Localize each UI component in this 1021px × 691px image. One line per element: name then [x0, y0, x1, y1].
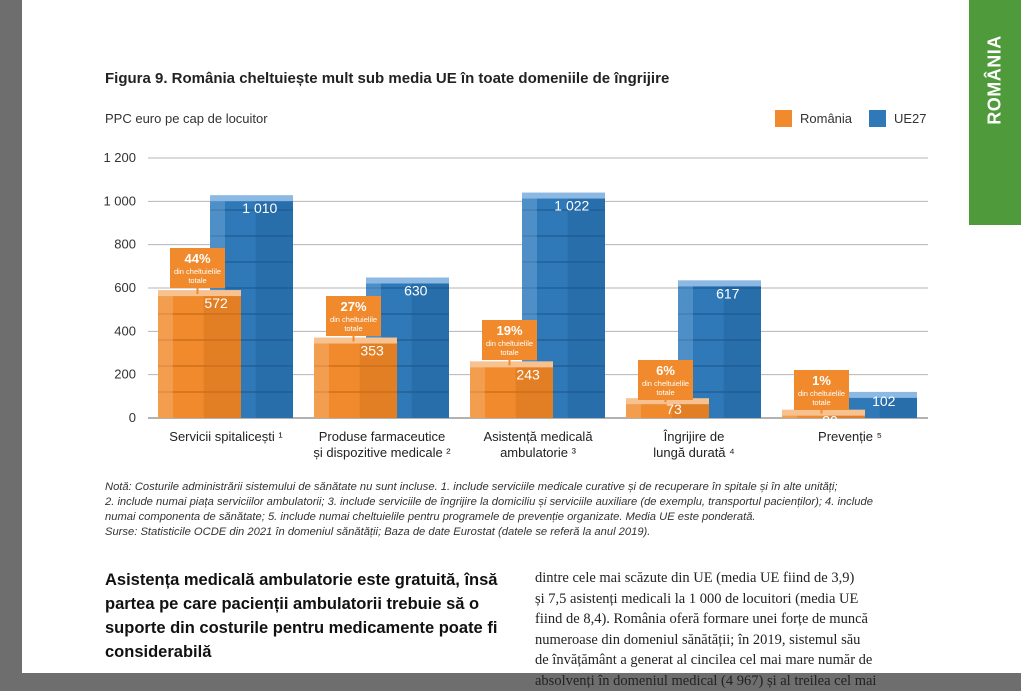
- stack-highlight: [158, 294, 173, 418]
- stack-highlight: [470, 365, 485, 418]
- romania-value-label: 73: [666, 401, 682, 417]
- share-badge-percent: 19%: [496, 323, 522, 338]
- y-tick-label: 1 000: [103, 193, 136, 208]
- share-badge-caption: totale: [344, 324, 362, 333]
- x-category-label: și dispozitive medicale ²: [313, 445, 451, 460]
- stack-top: [314, 338, 397, 344]
- y-tick-label: 1 200: [103, 150, 136, 165]
- stack-shade: [256, 199, 293, 418]
- share-badge-caption: totale: [500, 348, 518, 357]
- x-category-label: ambulatorie ³: [500, 445, 577, 460]
- y-tick-label: 800: [114, 237, 136, 252]
- romania-value-label: 353: [360, 343, 384, 359]
- share-badge-caption: din cheltuielile: [174, 267, 221, 276]
- romania-value-label: 243: [516, 366, 540, 382]
- x-category-label: Îngrijire de: [663, 429, 725, 444]
- note-line: 2. include numai piața serviciilor ambul…: [105, 495, 935, 510]
- share-badge-caption: din cheltuielile: [798, 389, 845, 398]
- stack-top: [470, 361, 553, 367]
- y-tick-label: 600: [114, 280, 136, 295]
- x-category-label: Produse farmaceutice: [319, 429, 445, 444]
- section-heading: Asistența medicală ambulatorie este grat…: [105, 568, 515, 664]
- body-line: fiind de 8,4). România oferă formare une…: [535, 609, 935, 630]
- y-tick-label: 0: [129, 410, 136, 425]
- note-line: numai componenta de sănătate; 5. include…: [105, 510, 935, 525]
- x-category-label: Asistență medicală: [483, 429, 593, 444]
- romania-value-label: 572: [204, 295, 228, 311]
- body-line: absolvenți în domeniul medical (4 967) ș…: [535, 671, 935, 691]
- body-line: numeroase din domeniul sănătății; în 201…: [535, 630, 935, 651]
- stack-highlight: [626, 402, 641, 418]
- bar-romania: [470, 361, 553, 418]
- stack-shade: [204, 294, 241, 418]
- body-line: dintre cele mai scăzute din UE (media UE…: [535, 568, 935, 589]
- share-badge-caption: din cheltuielile: [330, 315, 377, 324]
- eu27-value-label: 630: [404, 283, 428, 299]
- stack-shade: [412, 282, 449, 419]
- share-badge-caption: totale: [812, 398, 830, 407]
- bar-romania: [158, 290, 241, 418]
- note-line: Notă: Costurile administrării sistemului…: [105, 480, 935, 495]
- y-tick-label: 400: [114, 323, 136, 338]
- eu27-value-label: 1 022: [554, 198, 589, 214]
- share-badge-percent: 44%: [184, 251, 210, 266]
- x-category-label: Servicii spitalicești ¹: [169, 429, 283, 444]
- note-line: Surse: Statisticile OCDE din 2021 în dom…: [105, 525, 935, 540]
- eu27-value-label: 617: [716, 285, 740, 301]
- x-category-label: lungă durată ⁴: [653, 445, 734, 460]
- share-badge-caption: totale: [188, 276, 206, 285]
- share-badge-caption: din cheltuielile: [642, 379, 689, 388]
- share-badge-caption: totale: [656, 388, 674, 397]
- eu27-value-label: 1 010: [242, 200, 277, 216]
- figure-note: Notă: Costurile administrării sistemului…: [105, 480, 935, 540]
- stack-shade: [724, 284, 761, 418]
- share-badge-percent: 6%: [656, 363, 675, 378]
- bar-romania: [314, 338, 397, 418]
- stack-highlight: [314, 342, 329, 418]
- y-tick-label: 200: [114, 367, 136, 382]
- share-badge-caption: din cheltuielile: [486, 339, 533, 348]
- share-badge-percent: 27%: [340, 299, 366, 314]
- x-category-label: Prevenție ⁵: [818, 429, 882, 444]
- eu27-value-label: 102: [872, 393, 896, 409]
- romania-value-label: 20: [822, 413, 838, 429]
- stack-top: [158, 290, 241, 296]
- stack-shade: [568, 197, 605, 418]
- body-line: de învățământ a generat al cincilea cel …: [535, 650, 935, 671]
- share-badge-percent: 1%: [812, 373, 831, 388]
- body-line: și 7,5 asistenți medicali la 1 000 de lo…: [535, 589, 935, 610]
